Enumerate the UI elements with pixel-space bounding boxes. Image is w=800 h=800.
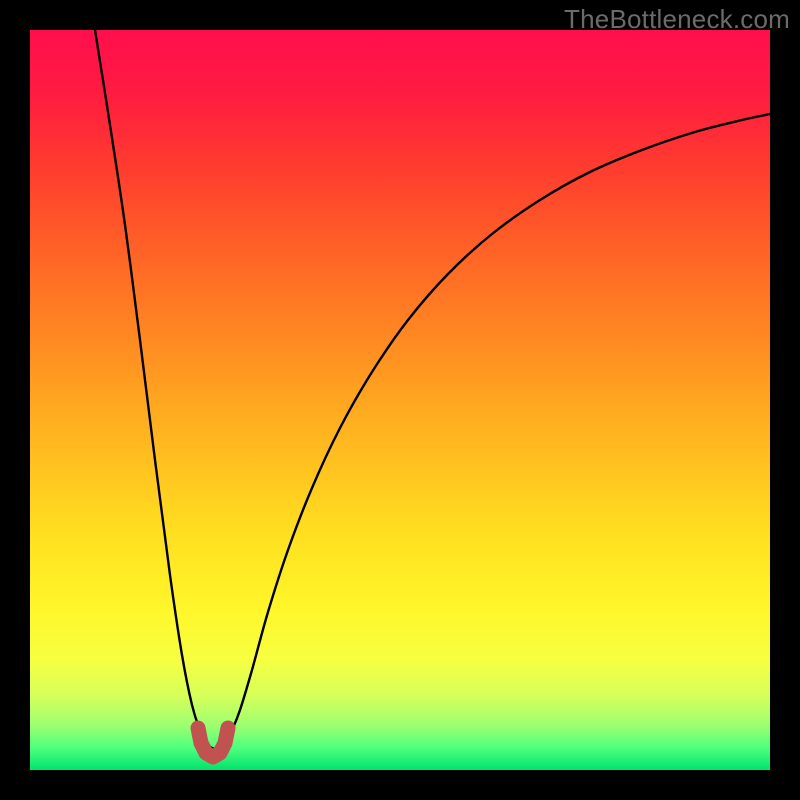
chart-svg-layer	[0, 0, 800, 800]
watermark-text: TheBottleneck.com	[564, 4, 790, 35]
cusp-marker	[198, 728, 228, 757]
bottleneck-curve	[95, 30, 770, 749]
